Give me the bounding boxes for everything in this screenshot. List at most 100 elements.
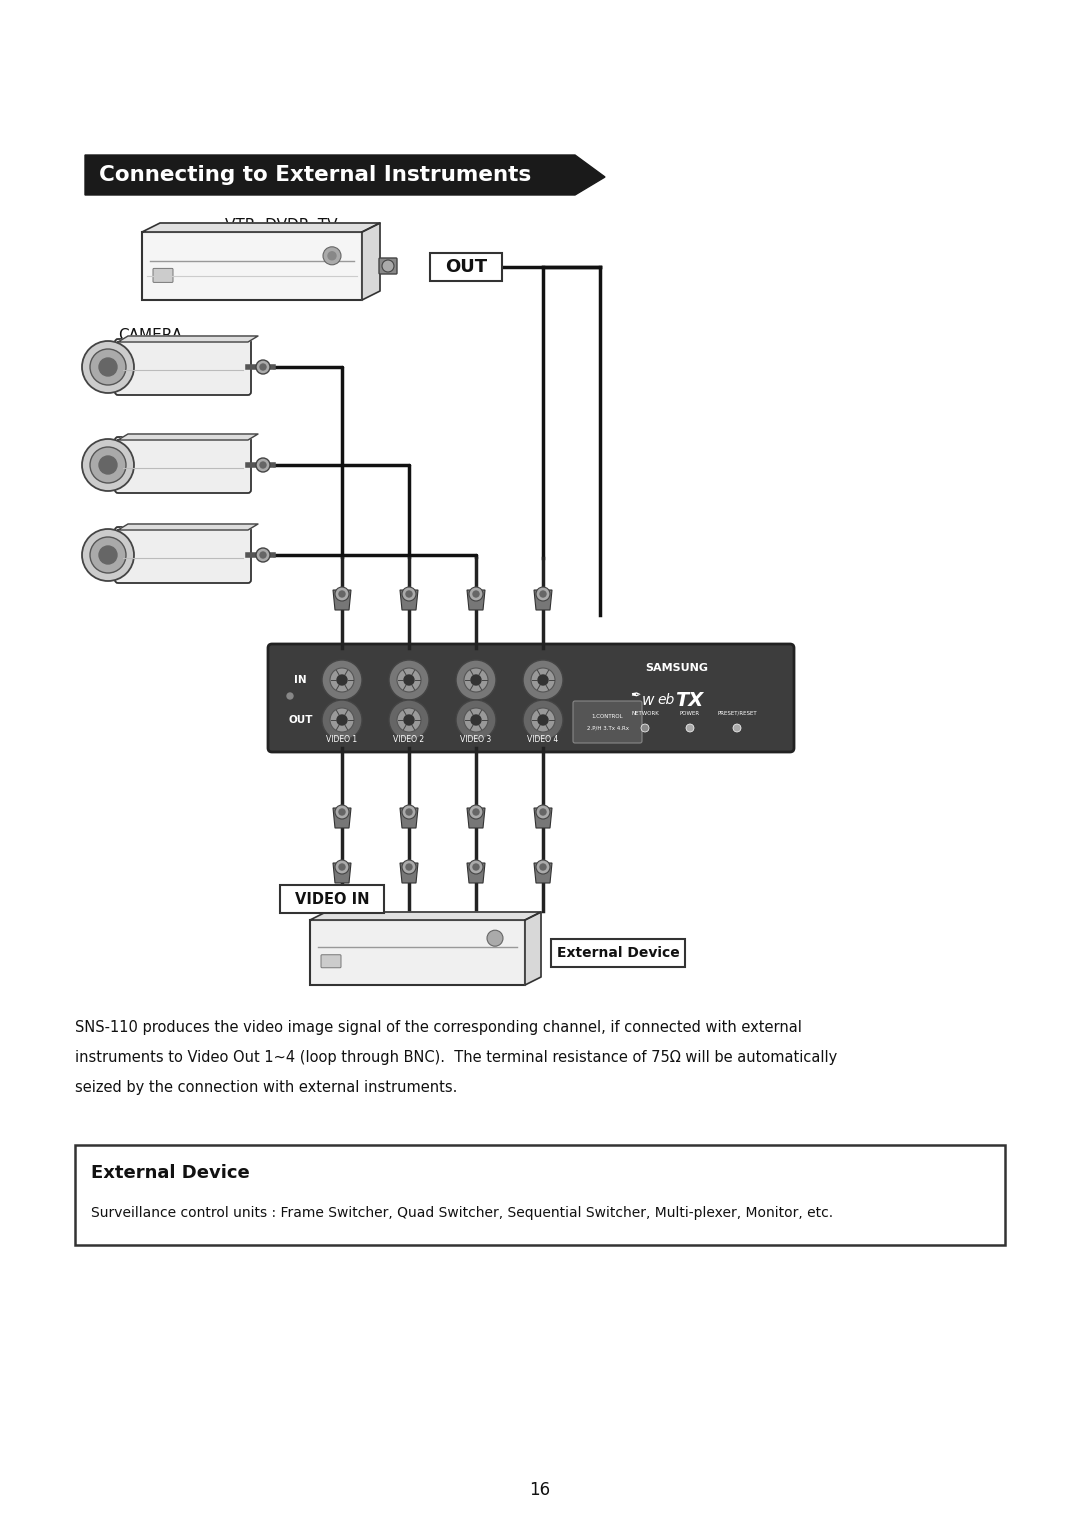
Polygon shape bbox=[534, 863, 552, 883]
Circle shape bbox=[337, 675, 347, 685]
Text: SNS-110 produces the video image signal of the corresponding channel, if connect: SNS-110 produces the video image signal … bbox=[75, 1021, 801, 1034]
FancyBboxPatch shape bbox=[268, 643, 794, 752]
Text: External Device: External Device bbox=[556, 946, 679, 960]
Text: External Device: External Device bbox=[91, 1164, 249, 1183]
Text: 16: 16 bbox=[529, 1481, 551, 1499]
Text: CAMERA: CAMERA bbox=[118, 329, 183, 342]
Polygon shape bbox=[525, 912, 541, 986]
Circle shape bbox=[464, 668, 488, 692]
Circle shape bbox=[397, 668, 421, 692]
Circle shape bbox=[256, 458, 270, 472]
Circle shape bbox=[540, 591, 546, 597]
Circle shape bbox=[473, 863, 480, 869]
Circle shape bbox=[469, 587, 483, 601]
Circle shape bbox=[404, 675, 414, 685]
FancyBboxPatch shape bbox=[153, 269, 173, 283]
Circle shape bbox=[90, 348, 126, 385]
Circle shape bbox=[538, 675, 548, 685]
Circle shape bbox=[260, 552, 266, 558]
Text: TX: TX bbox=[675, 691, 703, 709]
Circle shape bbox=[90, 536, 126, 573]
Text: instruments to Video Out 1~4 (loop through BNC).  The terminal resistance of 75Ω: instruments to Video Out 1~4 (loop throu… bbox=[75, 1050, 837, 1065]
Text: VIDEO 2: VIDEO 2 bbox=[393, 735, 424, 744]
Circle shape bbox=[464, 707, 488, 732]
Polygon shape bbox=[467, 590, 485, 610]
Circle shape bbox=[335, 587, 349, 601]
Text: VIDEO IN: VIDEO IN bbox=[295, 891, 369, 906]
Circle shape bbox=[99, 358, 117, 376]
Polygon shape bbox=[310, 912, 541, 920]
Polygon shape bbox=[534, 808, 552, 828]
Text: POWER: POWER bbox=[680, 711, 700, 715]
Circle shape bbox=[339, 808, 345, 814]
FancyBboxPatch shape bbox=[573, 701, 642, 743]
Circle shape bbox=[397, 707, 421, 732]
Text: w: w bbox=[642, 692, 654, 707]
FancyBboxPatch shape bbox=[551, 938, 685, 967]
Circle shape bbox=[339, 863, 345, 869]
Circle shape bbox=[335, 860, 349, 874]
Circle shape bbox=[406, 808, 411, 814]
Circle shape bbox=[733, 724, 741, 732]
Text: Surveillance control units : Frame Switcher, Quad Switcher, Sequential Switcher,: Surveillance control units : Frame Switc… bbox=[91, 1206, 833, 1219]
Polygon shape bbox=[118, 336, 258, 342]
Circle shape bbox=[473, 591, 480, 597]
Circle shape bbox=[531, 707, 555, 732]
Polygon shape bbox=[333, 808, 351, 828]
Circle shape bbox=[471, 675, 481, 685]
FancyBboxPatch shape bbox=[430, 254, 502, 281]
Circle shape bbox=[536, 805, 550, 819]
Circle shape bbox=[531, 668, 555, 692]
Text: 2.P/H 3.Tx 4.Rx: 2.P/H 3.Tx 4.Rx bbox=[586, 726, 629, 730]
Circle shape bbox=[256, 549, 270, 562]
Circle shape bbox=[473, 808, 480, 814]
Circle shape bbox=[90, 448, 126, 483]
Circle shape bbox=[330, 707, 354, 732]
Circle shape bbox=[322, 700, 362, 740]
Circle shape bbox=[469, 860, 483, 874]
Polygon shape bbox=[467, 863, 485, 883]
Circle shape bbox=[686, 724, 694, 732]
Text: PRESET/RESET: PRESET/RESET bbox=[717, 711, 757, 715]
Text: eb: eb bbox=[657, 694, 674, 707]
Circle shape bbox=[536, 587, 550, 601]
FancyBboxPatch shape bbox=[114, 437, 251, 494]
Circle shape bbox=[642, 724, 649, 732]
Polygon shape bbox=[118, 434, 258, 440]
Circle shape bbox=[260, 364, 266, 370]
Text: 1.CONTROL: 1.CONTROL bbox=[592, 714, 623, 718]
Circle shape bbox=[487, 931, 503, 946]
FancyBboxPatch shape bbox=[280, 885, 384, 914]
Circle shape bbox=[328, 252, 336, 260]
Circle shape bbox=[536, 860, 550, 874]
FancyBboxPatch shape bbox=[379, 258, 397, 274]
Circle shape bbox=[406, 863, 411, 869]
Polygon shape bbox=[333, 863, 351, 883]
Text: VIDEO 4: VIDEO 4 bbox=[527, 735, 558, 744]
Text: IN: IN bbox=[294, 675, 307, 685]
Circle shape bbox=[389, 660, 429, 700]
Circle shape bbox=[82, 439, 134, 490]
Circle shape bbox=[82, 529, 134, 581]
Circle shape bbox=[523, 700, 563, 740]
Circle shape bbox=[99, 545, 117, 564]
Polygon shape bbox=[467, 808, 485, 828]
Circle shape bbox=[337, 715, 347, 724]
Circle shape bbox=[523, 660, 563, 700]
Circle shape bbox=[287, 694, 293, 698]
Circle shape bbox=[540, 808, 546, 814]
Circle shape bbox=[389, 700, 429, 740]
FancyBboxPatch shape bbox=[321, 955, 341, 967]
FancyBboxPatch shape bbox=[114, 527, 251, 584]
Circle shape bbox=[406, 591, 411, 597]
Text: VIDEO 1: VIDEO 1 bbox=[326, 735, 357, 744]
Circle shape bbox=[540, 863, 546, 869]
Circle shape bbox=[402, 587, 416, 601]
Text: Connecting to External Instruments: Connecting to External Instruments bbox=[99, 165, 531, 185]
Circle shape bbox=[456, 700, 496, 740]
Circle shape bbox=[323, 248, 341, 264]
Circle shape bbox=[402, 805, 416, 819]
Polygon shape bbox=[362, 223, 380, 299]
Polygon shape bbox=[85, 154, 605, 196]
Text: OUT: OUT bbox=[288, 715, 312, 724]
